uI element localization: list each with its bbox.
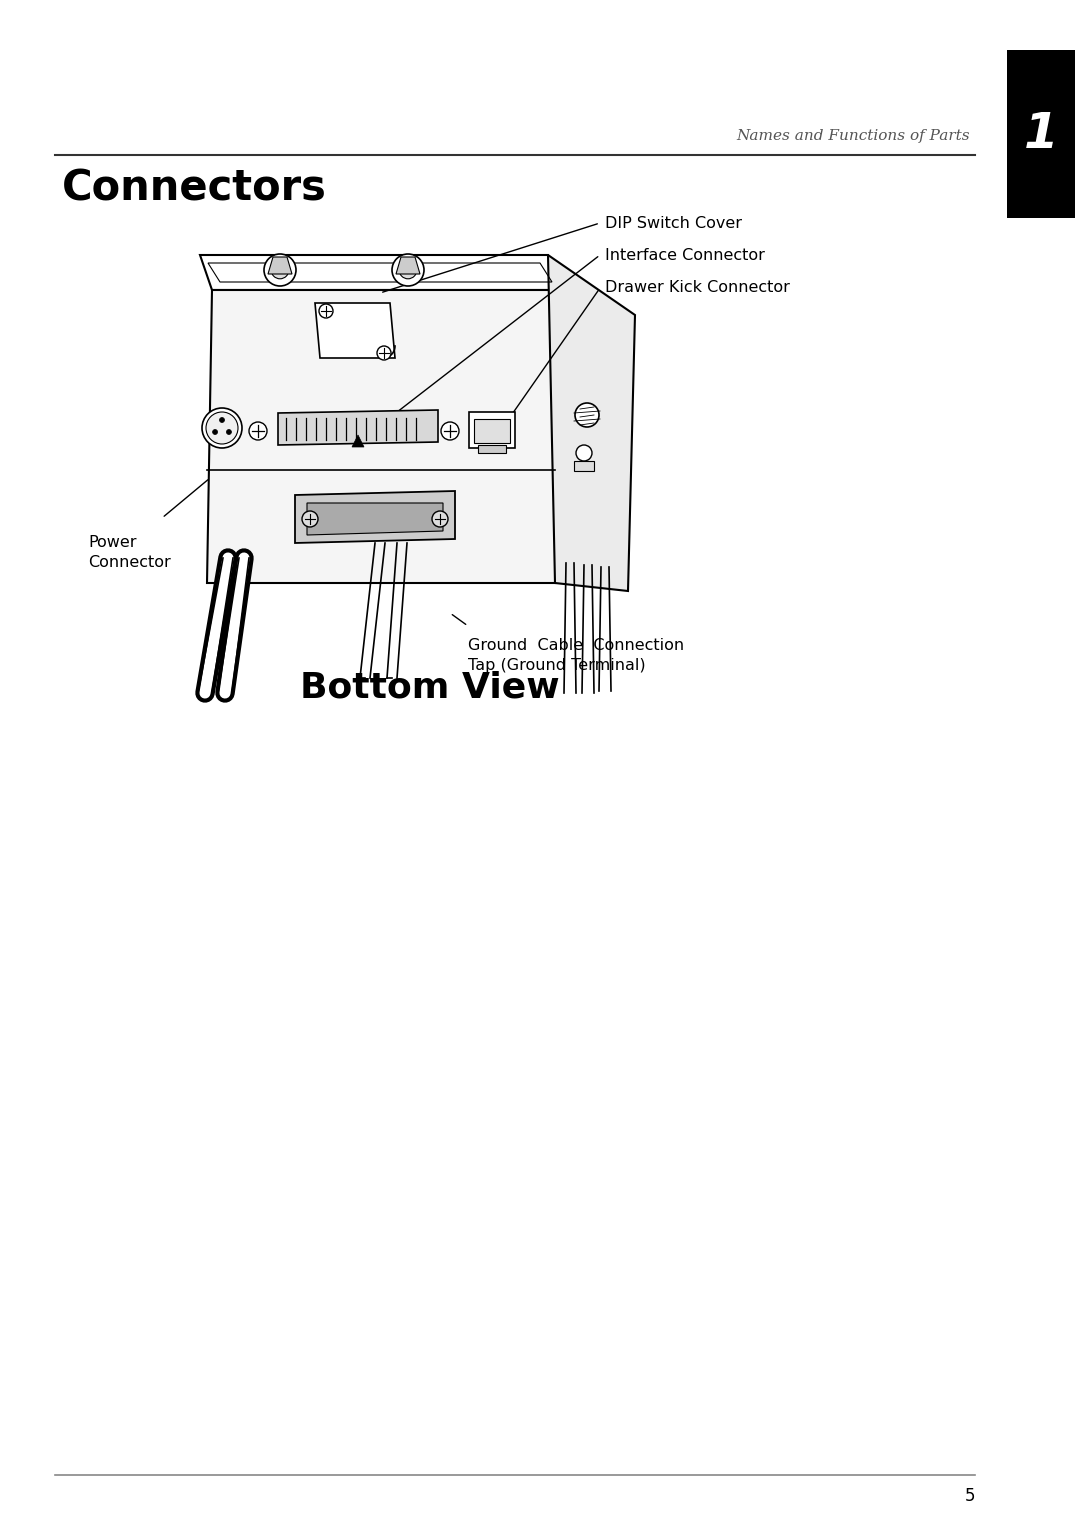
Bar (1007, 49, 1075, 218)
Polygon shape (396, 258, 420, 274)
Circle shape (575, 403, 599, 428)
Circle shape (271, 261, 288, 279)
Text: DIP Switch Cover: DIP Switch Cover (605, 216, 742, 230)
Text: Power
Connector: Power Connector (87, 535, 171, 570)
Circle shape (400, 261, 417, 279)
Text: Interface Connector: Interface Connector (605, 247, 765, 262)
Circle shape (576, 445, 592, 461)
Bar (478, 445, 507, 452)
Polygon shape (278, 409, 438, 445)
Text: Names and Functions of Parts: Names and Functions of Parts (737, 129, 970, 143)
Polygon shape (307, 503, 443, 535)
Bar (573, 461, 594, 471)
Polygon shape (268, 258, 292, 274)
Polygon shape (352, 435, 364, 448)
Circle shape (227, 429, 231, 434)
Text: 1: 1 (1024, 110, 1058, 158)
Text: Ground  Cable  Connection
Tap (Ground Terminal): Ground Cable Connection Tap (Ground Term… (468, 638, 684, 673)
Text: Connectors: Connectors (62, 167, 327, 210)
FancyBboxPatch shape (474, 419, 510, 443)
Circle shape (441, 422, 459, 440)
Circle shape (302, 510, 318, 527)
Text: 5: 5 (964, 1487, 975, 1505)
Text: Drawer Kick Connector: Drawer Kick Connector (605, 281, 789, 296)
FancyBboxPatch shape (469, 412, 515, 448)
Circle shape (202, 408, 242, 448)
Circle shape (264, 254, 296, 287)
Circle shape (319, 304, 333, 317)
Circle shape (377, 346, 391, 360)
Circle shape (249, 422, 267, 440)
Circle shape (206, 412, 238, 445)
Polygon shape (207, 290, 561, 583)
Circle shape (392, 254, 424, 287)
Circle shape (219, 417, 225, 423)
Polygon shape (548, 254, 635, 592)
Polygon shape (295, 491, 455, 543)
Circle shape (432, 510, 448, 527)
Text: Bottom View: Bottom View (300, 671, 559, 705)
Circle shape (213, 429, 217, 434)
Polygon shape (315, 304, 395, 359)
Polygon shape (200, 254, 561, 290)
